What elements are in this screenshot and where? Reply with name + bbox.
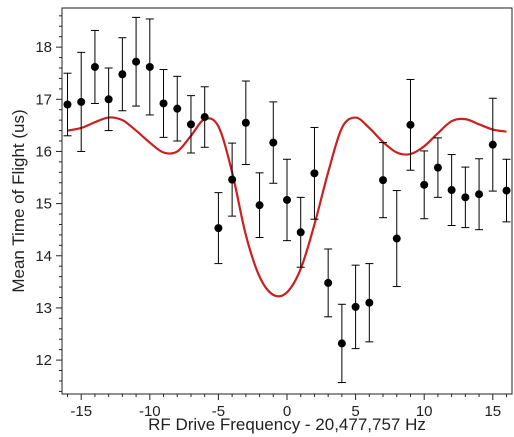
data-point	[406, 120, 415, 129]
y-tick-label: 14	[35, 248, 52, 265]
x-tick-label: 5	[351, 403, 359, 420]
data-point	[502, 186, 511, 195]
data-point	[324, 278, 333, 287]
data-point	[104, 95, 113, 104]
data-point	[118, 70, 127, 79]
y-tick-label: 12	[35, 352, 52, 369]
data-point	[475, 190, 484, 199]
data-point	[392, 234, 401, 243]
fit-curve	[67, 116, 507, 298]
data-point	[90, 62, 99, 71]
data-point	[420, 180, 429, 189]
x-tick-label: 10	[416, 403, 433, 420]
data-point	[296, 228, 305, 237]
data-point	[214, 224, 223, 233]
y-tick-label: 16	[35, 143, 52, 160]
data-point	[173, 104, 182, 113]
data-point	[77, 97, 86, 106]
data-point	[132, 57, 141, 66]
data-point	[310, 169, 319, 178]
data-point	[159, 99, 168, 108]
data-point	[351, 302, 360, 311]
y-axis-label: Mean Time of Flight (us)	[9, 109, 28, 292]
data-point	[63, 100, 72, 109]
fit-curve-layer	[67, 116, 507, 298]
data-point	[461, 193, 470, 202]
data-points-layer	[63, 57, 511, 348]
x-tick-label: -15	[70, 403, 92, 420]
data-point	[447, 186, 456, 195]
data-point	[269, 138, 278, 147]
data-point	[186, 120, 195, 129]
x-tick-label: 0	[283, 403, 291, 420]
y-tick-label: 13	[35, 300, 52, 317]
y-tick-label: 15	[35, 196, 52, 213]
data-point	[379, 176, 388, 185]
x-tick-label: 15	[484, 403, 501, 420]
data-point	[488, 140, 497, 149]
data-point	[145, 62, 154, 71]
data-point	[241, 118, 250, 127]
y-tick-label: 17	[35, 91, 52, 108]
data-point	[255, 201, 264, 210]
data-point	[365, 298, 374, 307]
data-point	[433, 163, 442, 172]
x-axis-label: RF Drive Frequency - 20,477,757 Hz	[148, 415, 426, 434]
data-point	[337, 339, 346, 348]
data-point	[228, 175, 237, 184]
data-point	[283, 195, 291, 204]
y-axis-ticks: 12 13 14 15 16 17 18	[35, 15, 62, 392]
x-tick-label: -10	[139, 403, 161, 420]
y-tick-label: 18	[35, 39, 52, 56]
x-tick-label: -5	[212, 403, 225, 420]
x-axis-ticks: -15 -10 -5 0 5 10 15	[66, 394, 508, 420]
data-point	[200, 113, 209, 122]
